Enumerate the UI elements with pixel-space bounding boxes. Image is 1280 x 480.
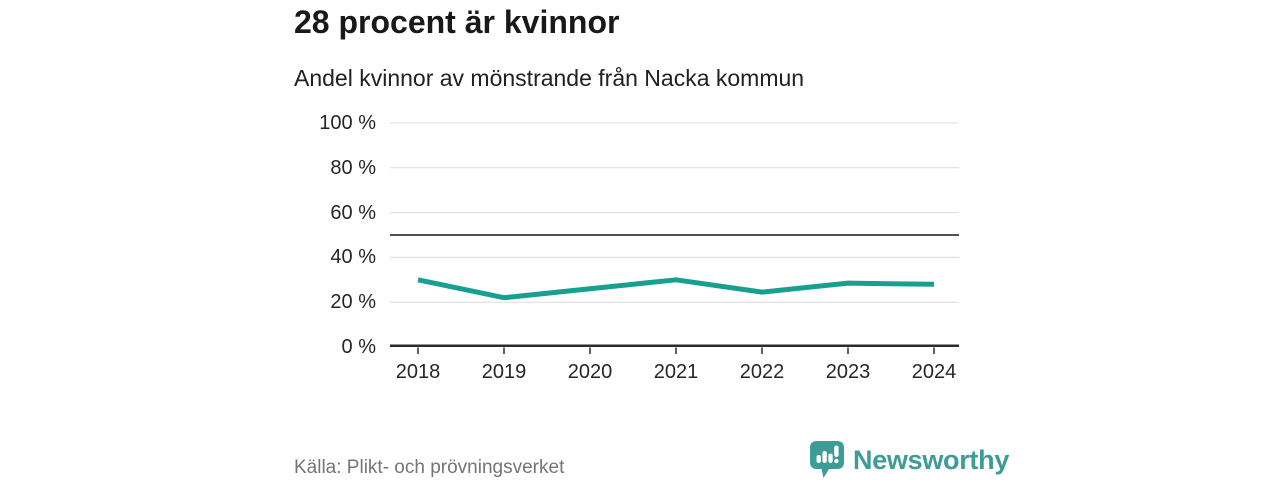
y-tick-label: 100 % [319,112,376,134]
newsworthy-logo: Newsworthy [810,441,1009,479]
newsworthy-logo-text: Newsworthy [853,445,1010,475]
y-tick-label: 80 % [330,156,376,179]
y-tick-label: 0 % [341,336,376,358]
y-tick-label: 20 % [330,291,376,314]
y-tick-label: 40 % [330,246,376,269]
bar-chart-glyph [816,445,839,464]
chart-subtitle: Andel kvinnor av mönstrande från Nacka k… [294,65,805,91]
x-tick-label: 2019 [481,361,527,383]
chart-title: 28 procent är kvinnor [294,4,620,40]
source-note: Källa: Plikt- och prövningsverket [294,457,565,478]
x-tick-label: 2021 [653,361,699,383]
newsworthy-logo-icon [810,441,844,478]
x-tick-label: 2023 [825,361,871,383]
x-tick-label: 2020 [567,361,613,383]
x-tick-label: 2024 [911,361,957,383]
line-chart-plot [390,122,959,354]
data-line-andel-kvinnor [417,277,935,301]
x-tick-label: 2018 [395,361,441,383]
y-tick-label: 60 % [330,201,376,224]
x-tick-label: 2022 [739,361,785,383]
